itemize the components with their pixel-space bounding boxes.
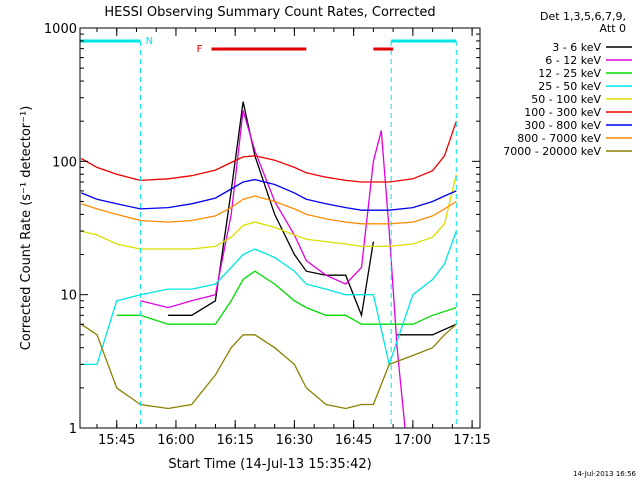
x-tick-label-4: 16:45 <box>335 433 372 448</box>
series-line-5 <box>80 120 457 183</box>
x-tick-label-6: 17:15 <box>453 433 490 448</box>
series-line-2 <box>116 270 457 325</box>
chart-title: HESSI Observing Summary Count Rates, Cor… <box>104 5 435 20</box>
series-lines-group <box>80 101 457 429</box>
flare-flag-label: F <box>197 44 203 55</box>
axes-group: 15:45 16:00 16:15 16:30 16:45 17:00 17:15 1 10 10… <box>44 22 491 448</box>
series-line-1 <box>140 110 406 429</box>
y-tick-label-2: 100 <box>52 155 77 170</box>
legend-header-line-0: Det 1,3,5,6,7,9, <box>540 10 626 23</box>
y-tick-label-0: 1 <box>69 422 77 437</box>
series-line-8 <box>80 323 457 410</box>
legend-label-5: 100 - 300 keV <box>524 106 601 119</box>
legend-label-7: 800 - 7000 keV <box>517 132 601 145</box>
legend-label-2: 12 - 25 keV <box>538 67 601 80</box>
series-line-0 <box>168 101 375 318</box>
legend-label-8: 7000 - 20000 keV <box>503 145 601 158</box>
legend-header-line-1: Att 0 <box>600 22 626 35</box>
x-axis-label: Start Time (14-Jul-13 15:35:42) <box>168 457 371 472</box>
legend-label-3: 25 - 50 keV <box>538 80 601 93</box>
y-axis-label: Corrected Count Rate (s⁻¹ detector⁻¹) <box>19 106 34 351</box>
x-tick-label-1: 16:00 <box>157 433 194 448</box>
legend-label-0: 3 - 6 keV <box>552 41 601 54</box>
plot-frame <box>79 27 481 429</box>
flag-bars-group: NF <box>80 36 457 428</box>
y-tick-label-3: 1000 <box>44 22 77 37</box>
x-tick-label-5: 17:00 <box>394 433 431 448</box>
x-tick-label-3: 16:30 <box>276 433 313 448</box>
x-tick-label-0: 15:45 <box>98 433 135 448</box>
legend-label-6: 300 - 800 keV <box>524 119 601 132</box>
legend-label-1: 6 - 12 keV <box>545 54 601 67</box>
series-line-6 <box>80 178 457 211</box>
series-line-0 <box>397 323 457 336</box>
night-flag-label: N <box>146 36 153 47</box>
series-line-4 <box>81 174 457 250</box>
y-tick-label-1: 10 <box>60 289 77 304</box>
legend-label-4: 50 - 100 keV <box>531 93 601 106</box>
x-tick-label-2: 16:15 <box>216 433 253 448</box>
series-line-3 <box>81 230 457 367</box>
series-line-7 <box>81 195 457 225</box>
footer-date: 14-Jul-2013 16:56 <box>573 470 637 478</box>
